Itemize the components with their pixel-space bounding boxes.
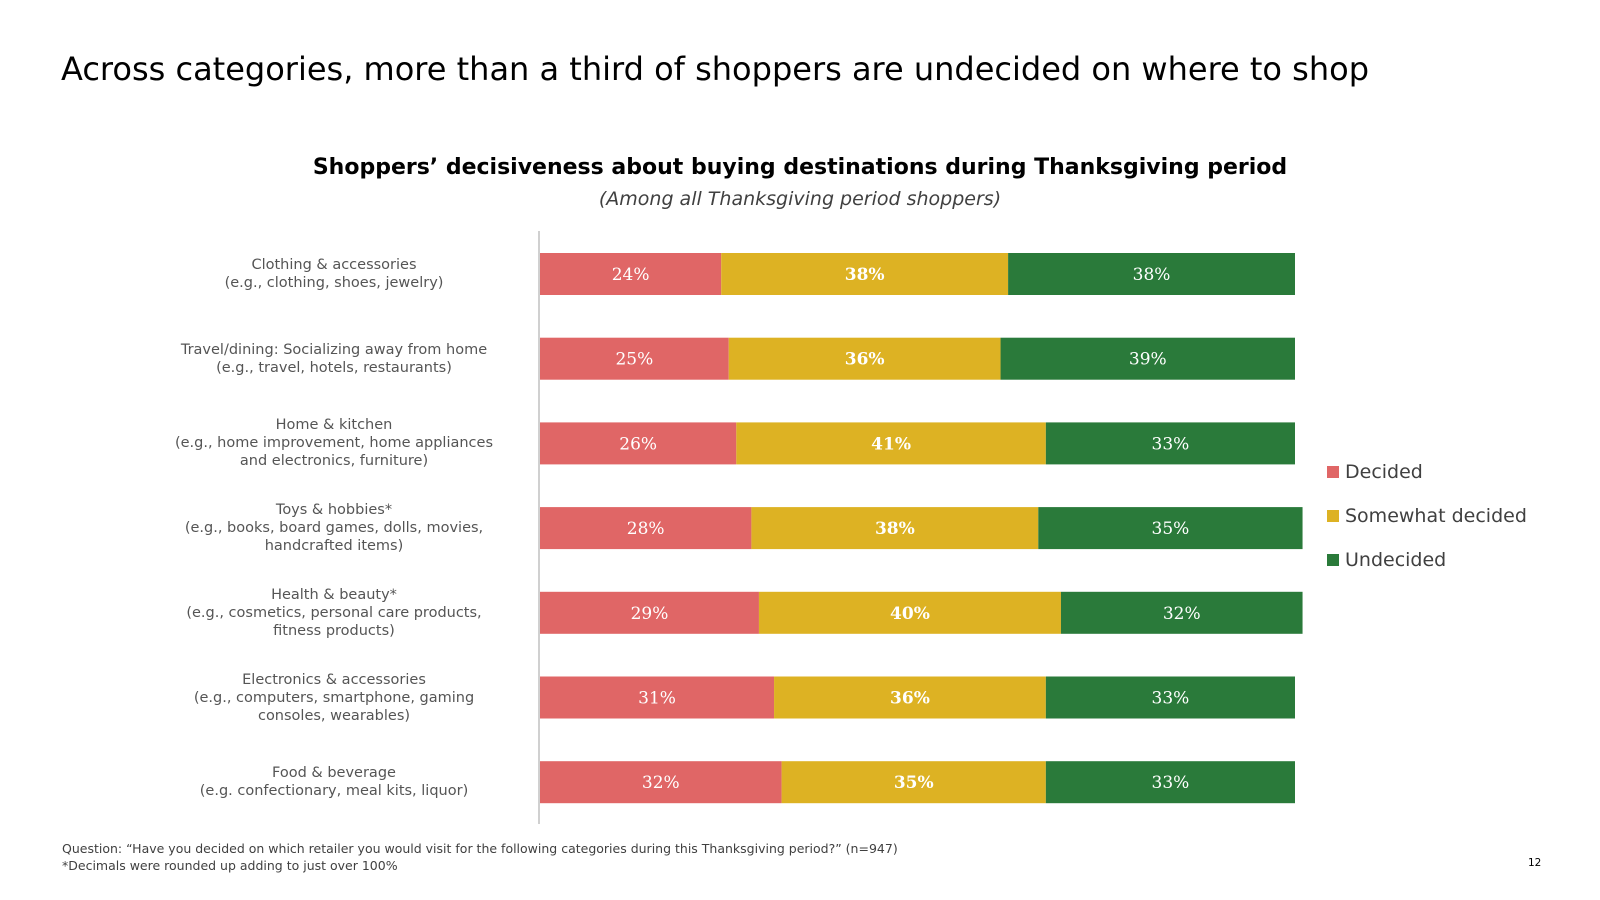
bar-segment-decided	[540, 761, 782, 804]
data-label: 28%	[627, 519, 665, 539]
bar-segment-decided	[540, 591, 759, 634]
data-label: 33%	[1152, 773, 1190, 793]
bar-segment-undecided	[1008, 253, 1295, 295]
category-label-line: (e.g. confectionary, meal kits, liquor)	[199, 783, 469, 800]
category-label: Clothing & accessories (e.g., clothing, s…	[144, 256, 524, 292]
category-label-line: fitness products)	[273, 622, 395, 639]
bar-segment-undecided	[1000, 337, 1295, 380]
legend-label: Decided	[1345, 461, 1423, 483]
bar-segment-somewhat-decided	[774, 676, 1046, 719]
slide-title: Across categories, more than a third of …	[61, 50, 1370, 88]
category-label-line: (e.g., computers, smartphone, gaming	[193, 689, 475, 706]
data-label: 32%	[1163, 604, 1201, 624]
page-number: 12	[1528, 857, 1542, 869]
legend-swatch	[1327, 466, 1339, 478]
data-label: 35%	[894, 773, 934, 793]
bar-segment-decided	[540, 676, 775, 719]
bar-segment-somewhat-decided	[721, 253, 1009, 295]
chart-legend: Decided Somewhat decided Undecided	[1327, 450, 1527, 582]
footnote-question: Question: “Have you decided on which ret…	[62, 841, 898, 856]
data-label: 40%	[890, 604, 930, 624]
category-label-line: Health & beauty*	[271, 586, 397, 603]
data-label: 32%	[642, 773, 680, 793]
bar-segment-undecided	[1060, 591, 1303, 634]
data-label: 38%	[875, 519, 915, 539]
category-label: Travel/dining: Socializing away from hom…	[144, 341, 524, 377]
category-label-line: and electronics, furniture)	[239, 453, 429, 470]
data-label: 39%	[1129, 350, 1167, 370]
category-label: Home & kitchen (e.g., home improvement, h…	[144, 416, 524, 470]
legend-swatch	[1327, 554, 1339, 566]
data-label: 24%	[612, 265, 650, 285]
chart-title: Shoppers’ decisiveness about buying dest…	[312, 155, 1288, 180]
data-label: 36%	[890, 689, 930, 709]
footnote-note: *Decimals were rounded up adding to just…	[62, 858, 398, 873]
data-label: 25%	[615, 350, 653, 370]
data-label: 38%	[1133, 265, 1171, 285]
bar-segment-somewhat-decided	[728, 337, 1001, 380]
category-label: Health & beauty* (e.g., cosmetics, person…	[144, 586, 524, 640]
category-label-line: (e.g., travel, hotels, restaurants)	[216, 359, 452, 376]
bar-segment-decided	[540, 337, 729, 380]
category-label: Electronics & accessories (e.g., computer…	[144, 671, 524, 725]
footnote: Question: “Have you decided on which ret…	[62, 840, 898, 874]
data-label: 33%	[1152, 434, 1190, 454]
category-label-line: Home & kitchen	[275, 417, 393, 434]
bar-segment-somewhat-decided	[781, 761, 1046, 804]
category-label-line: Electronics & accessories	[242, 671, 426, 688]
bar-segment-decided	[540, 253, 722, 295]
bar-segment-decided	[540, 507, 752, 550]
chart-subtitle: (Among all Thanksgiving period shoppers)	[598, 188, 1002, 210]
bar-segment-undecided	[1038, 507, 1303, 550]
category-label-line: Toys & hobbies*	[275, 502, 393, 519]
legend-item: Decided	[1327, 450, 1527, 494]
data-label: 41%	[871, 434, 911, 454]
category-label-line: consoles, wearables)	[257, 707, 411, 724]
category-label-line: (e.g., books, board games, dolls, movies…	[184, 520, 484, 537]
data-label: 36%	[845, 350, 885, 370]
bar-segment-somewhat-decided	[758, 591, 1061, 634]
category-label-line: Food & beverage	[272, 765, 396, 782]
data-label: 33%	[1152, 689, 1190, 709]
bar-segment-somewhat-decided	[736, 422, 1046, 465]
bar-segment-somewhat-decided	[751, 507, 1039, 550]
data-label: 38%	[845, 265, 885, 285]
category-label-line: (e.g., cosmetics, personal care products…	[186, 604, 482, 621]
category-label: Food & beverage (e.g. confectionary, meal…	[144, 764, 524, 800]
legend-item: Somewhat decided	[1327, 494, 1527, 538]
data-label: 31%	[638, 689, 676, 709]
category-label-line: (e.g., home improvement, home appliances	[174, 435, 494, 452]
bar-segment-undecided	[1045, 676, 1295, 719]
category-label-line: handcrafted items)	[264, 538, 404, 555]
category-label: Toys & hobbies* (e.g., books, board games…	[144, 501, 524, 555]
data-label: 29%	[631, 604, 669, 624]
bar-segment-undecided	[1045, 761, 1295, 804]
data-label: 26%	[619, 434, 657, 454]
bar-segment-undecided	[1045, 422, 1295, 465]
category-label-line: (e.g., clothing, shoes, jewelry)	[224, 275, 444, 291]
data-label: 35%	[1152, 519, 1190, 539]
legend-label: Somewhat decided	[1345, 505, 1527, 527]
category-label-line: Clothing & accessories	[251, 257, 417, 273]
legend-label: Undecided	[1345, 549, 1447, 571]
bar-segment-decided	[540, 422, 737, 465]
legend-swatch	[1327, 510, 1339, 522]
category-label-line: Travel/dining: Socializing away from hom…	[180, 341, 488, 358]
legend-item: Undecided	[1327, 538, 1527, 582]
